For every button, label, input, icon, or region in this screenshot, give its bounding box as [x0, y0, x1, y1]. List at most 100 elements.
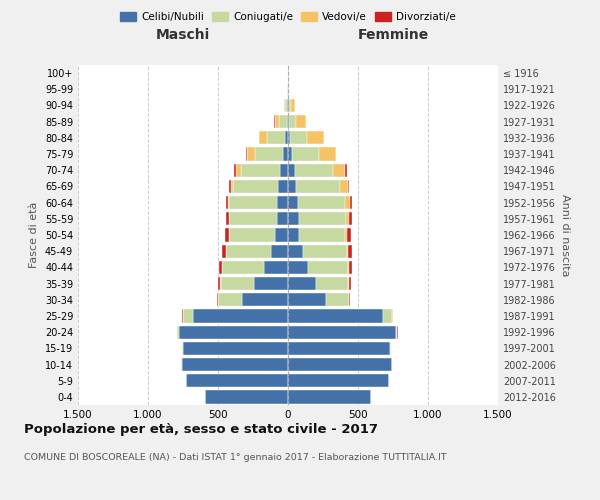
Bar: [288, 374, 389, 388]
Bar: [178, 326, 179, 339]
Bar: [383, 310, 392, 322]
Bar: [289, 99, 291, 112]
Bar: [290, 131, 307, 144]
Bar: [182, 310, 183, 322]
Bar: [349, 260, 352, 274]
Bar: [288, 115, 289, 128]
Bar: [241, 164, 280, 177]
Bar: [229, 196, 277, 209]
Bar: [292, 148, 319, 160]
Bar: [183, 310, 193, 322]
Bar: [255, 148, 283, 160]
Bar: [218, 293, 242, 306]
Bar: [284, 99, 285, 112]
Bar: [275, 228, 288, 241]
Bar: [229, 180, 230, 193]
Bar: [295, 164, 333, 177]
Bar: [288, 390, 371, 404]
Bar: [193, 310, 288, 322]
Bar: [259, 131, 267, 144]
Bar: [278, 180, 288, 193]
Bar: [349, 212, 352, 226]
Y-axis label: Fasce di età: Fasce di età: [29, 202, 39, 268]
Bar: [288, 244, 304, 258]
Bar: [348, 244, 352, 258]
Bar: [221, 260, 222, 274]
Bar: [230, 180, 233, 193]
Bar: [283, 148, 288, 160]
Bar: [222, 260, 264, 274]
Bar: [307, 131, 324, 144]
Bar: [346, 196, 350, 209]
Bar: [271, 244, 288, 258]
Bar: [285, 99, 287, 112]
Bar: [288, 228, 299, 241]
Bar: [277, 196, 288, 209]
Bar: [288, 293, 326, 306]
Bar: [225, 228, 229, 241]
Bar: [308, 260, 348, 274]
Bar: [346, 228, 347, 241]
Bar: [335, 148, 337, 160]
Bar: [296, 115, 306, 128]
Bar: [349, 277, 351, 290]
Bar: [288, 310, 383, 322]
Bar: [280, 164, 288, 177]
Bar: [319, 148, 335, 160]
Bar: [228, 196, 229, 209]
Bar: [275, 115, 279, 128]
Text: Femmine: Femmine: [358, 28, 428, 42]
Bar: [348, 260, 349, 274]
Bar: [242, 293, 288, 306]
Bar: [287, 115, 288, 128]
Bar: [226, 196, 228, 209]
Bar: [277, 212, 288, 226]
Text: COMUNE DI BOSCOREALE (NA) - Dati ISTAT 1° gennaio 2017 - Elaborazione TUTTITALIA: COMUNE DI BOSCOREALE (NA) - Dati ISTAT 1…: [24, 452, 446, 462]
Bar: [226, 244, 271, 258]
Bar: [288, 164, 295, 177]
Bar: [246, 148, 247, 160]
Bar: [288, 180, 296, 193]
Bar: [350, 196, 352, 209]
Bar: [299, 212, 346, 226]
Bar: [298, 196, 346, 209]
Bar: [291, 99, 295, 112]
Bar: [346, 212, 349, 226]
Bar: [333, 164, 346, 177]
Bar: [235, 164, 241, 177]
Bar: [279, 115, 287, 128]
Bar: [288, 148, 292, 160]
Bar: [218, 260, 221, 274]
Bar: [222, 244, 226, 258]
Bar: [326, 293, 349, 306]
Bar: [183, 342, 288, 355]
Bar: [186, 374, 288, 388]
Bar: [229, 212, 277, 226]
Bar: [182, 358, 288, 371]
Bar: [288, 277, 316, 290]
Bar: [346, 164, 347, 177]
Bar: [264, 260, 288, 274]
Text: Popolazione per età, sesso e stato civile - 2017: Popolazione per età, sesso e stato civil…: [24, 422, 378, 436]
Bar: [285, 131, 288, 144]
Bar: [316, 277, 348, 290]
Y-axis label: Anni di nascita: Anni di nascita: [560, 194, 569, 276]
Bar: [392, 310, 393, 322]
Bar: [347, 228, 351, 241]
Bar: [233, 180, 278, 193]
Bar: [267, 131, 285, 144]
Bar: [288, 99, 289, 112]
Bar: [287, 99, 288, 112]
Bar: [288, 212, 299, 226]
Bar: [221, 277, 254, 290]
Bar: [396, 326, 397, 339]
Bar: [340, 180, 347, 193]
Bar: [296, 180, 340, 193]
Bar: [229, 228, 275, 241]
Bar: [288, 260, 308, 274]
Bar: [349, 293, 350, 306]
Bar: [288, 342, 390, 355]
Bar: [205, 390, 288, 404]
Text: Maschi: Maschi: [156, 28, 210, 42]
Bar: [347, 244, 348, 258]
